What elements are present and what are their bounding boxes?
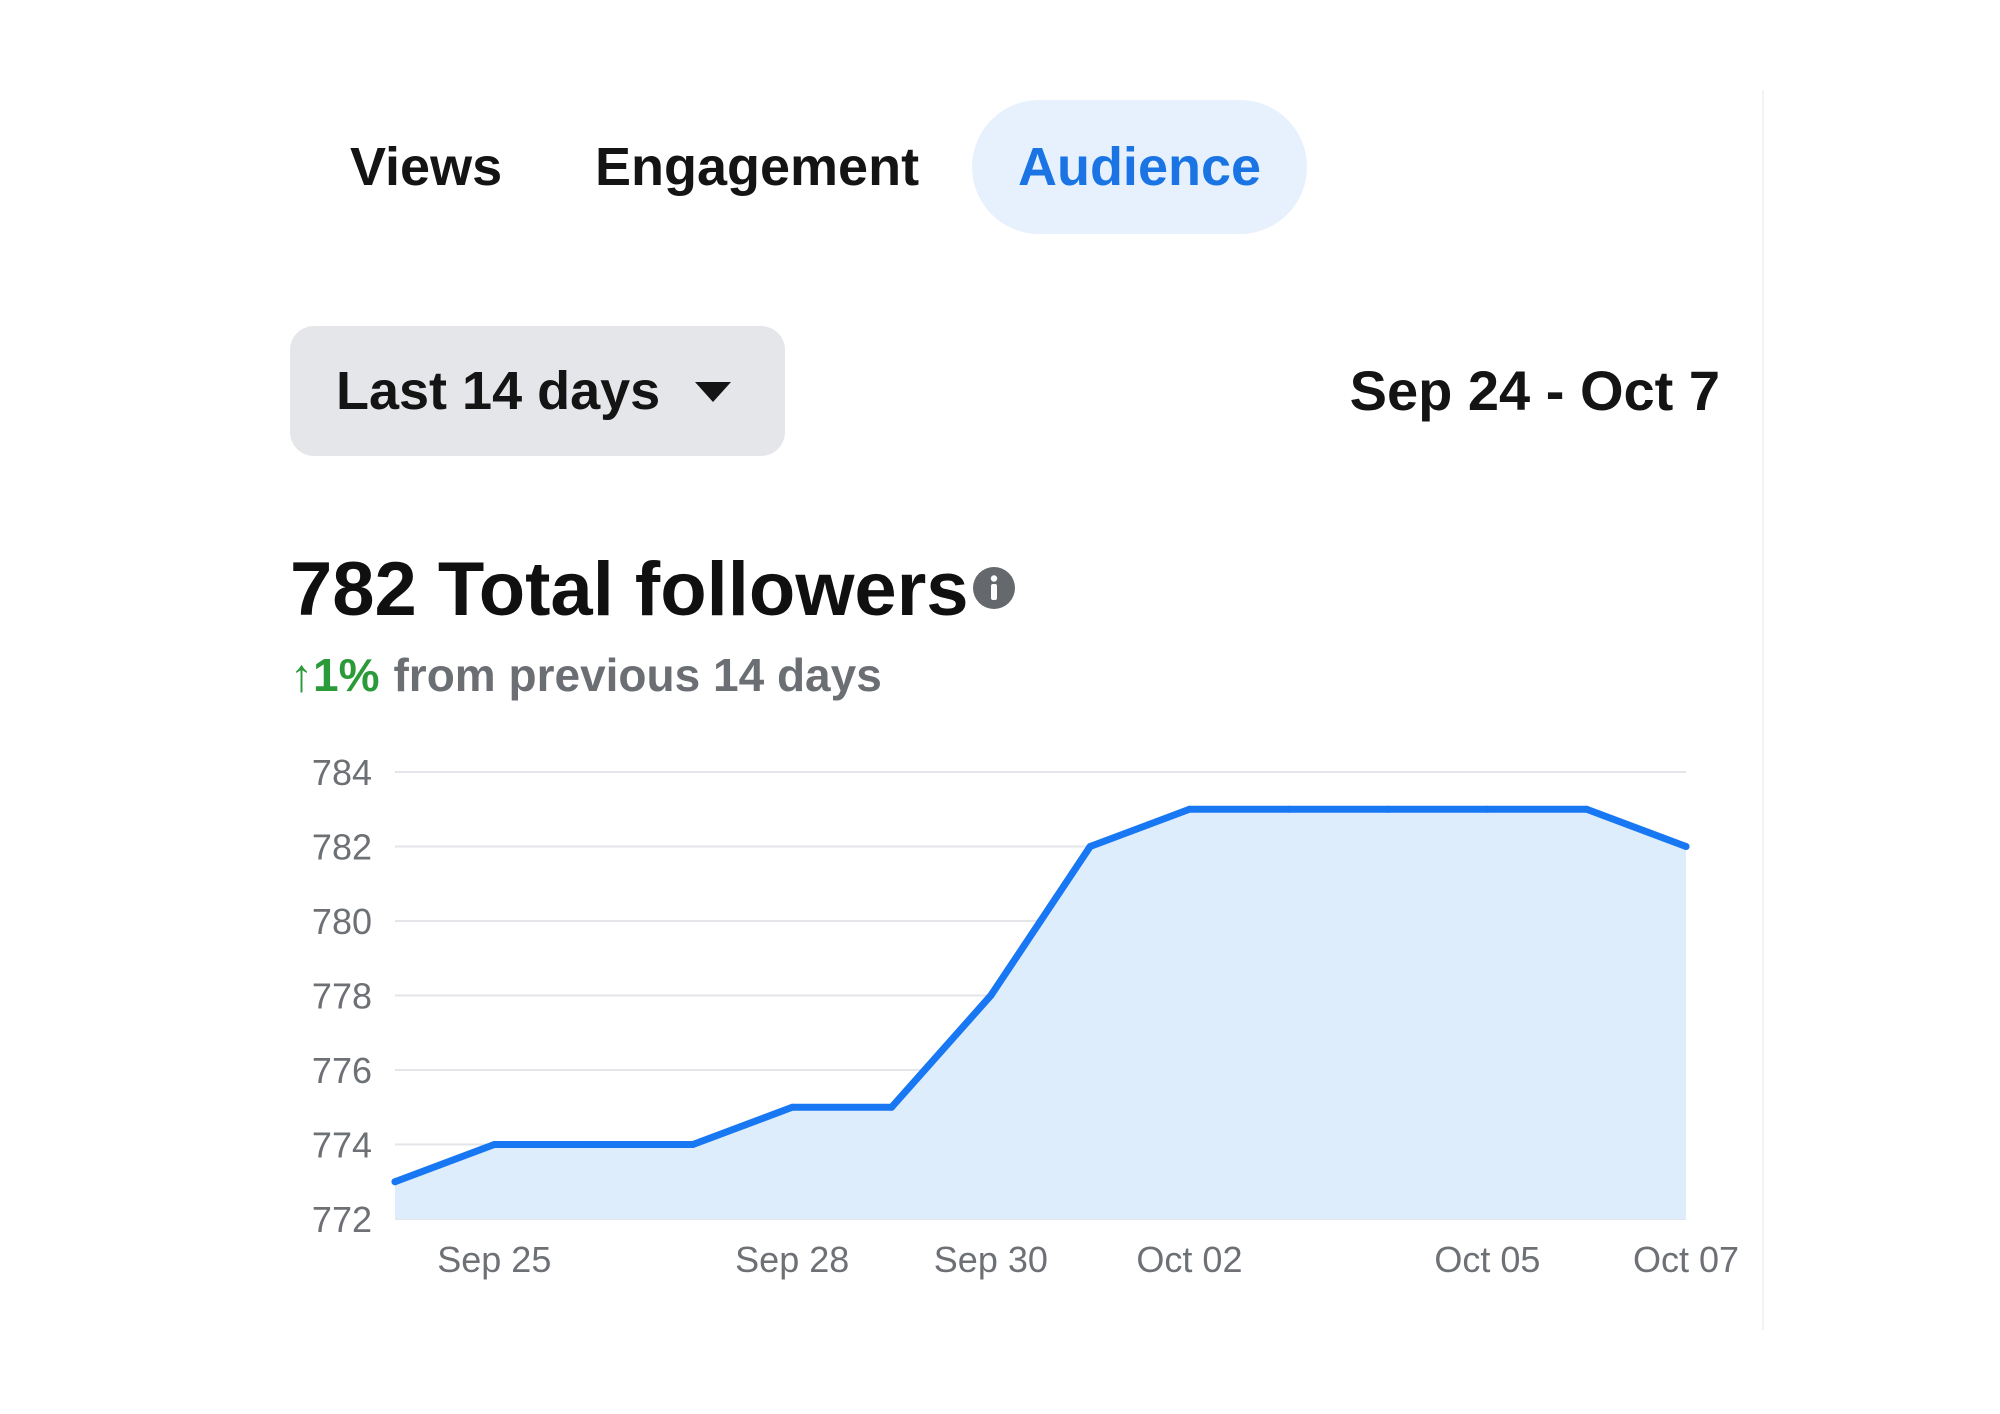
- data-point: [888, 1103, 896, 1111]
- data-point: [590, 1141, 598, 1148]
- x-tick-label: Oct 02: [1136, 1239, 1242, 1280]
- tab-audience[interactable]: Audience: [972, 100, 1307, 234]
- y-tick-label: 772: [312, 1199, 372, 1240]
- date-range-dropdown[interactable]: Last 14 days: [290, 326, 785, 456]
- x-tick-label: Sep 30: [934, 1239, 1048, 1280]
- data-point: [1682, 843, 1690, 850]
- data-point: [1185, 805, 1193, 813]
- y-tick-label: 774: [312, 1125, 372, 1166]
- data-point: [689, 1141, 697, 1148]
- followers-headline: 782 Total followers: [290, 547, 969, 632]
- data-point: [1483, 805, 1491, 813]
- data-point: [391, 1178, 399, 1186]
- series-area: [395, 809, 1686, 1219]
- x-tick-label: Oct 07: [1633, 1239, 1739, 1280]
- y-tick-label: 782: [312, 827, 372, 868]
- x-tick-label: Sep 28: [735, 1239, 849, 1280]
- data-point: [788, 1103, 796, 1111]
- change-percent: 1%: [313, 649, 380, 701]
- y-tick-label: 784: [312, 752, 372, 793]
- data-point: [1384, 805, 1392, 813]
- tab-engagement[interactable]: Engagement: [595, 137, 920, 197]
- data-point: [490, 1141, 498, 1148]
- series-line: [391, 805, 1690, 1186]
- data-point: [1086, 843, 1094, 850]
- caret-down-icon: [695, 382, 731, 402]
- info-icon[interactable]: [972, 566, 1016, 610]
- data-point: [1285, 805, 1293, 813]
- change-description: from previous 14 days: [393, 649, 882, 701]
- data-point: [987, 992, 995, 999]
- y-tick-label: 778: [312, 976, 372, 1017]
- change-indicator: ↑1% from previous 14 days: [290, 645, 882, 705]
- x-tick-label: Sep 25: [437, 1239, 551, 1280]
- arrow-up-icon: ↑: [290, 649, 313, 701]
- y-tick-label: 780: [312, 901, 372, 942]
- tab-views[interactable]: Views: [350, 137, 503, 197]
- panel-divider: [1762, 90, 1764, 1330]
- data-point: [1583, 805, 1591, 813]
- date-range-text: Sep 24 - Oct 7: [1349, 359, 1720, 422]
- x-tick-label: Oct 05: [1434, 1239, 1540, 1280]
- y-tick-label: 776: [312, 1050, 372, 1091]
- date-range-dropdown-label: Last 14 days: [336, 361, 661, 421]
